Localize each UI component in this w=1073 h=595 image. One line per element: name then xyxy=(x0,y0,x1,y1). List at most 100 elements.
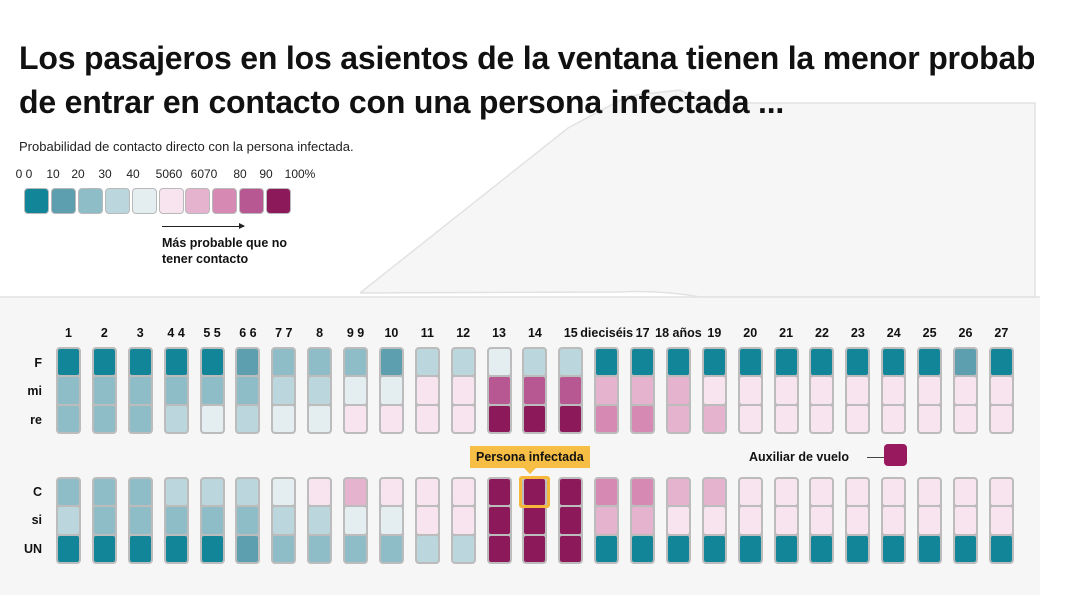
column-number: 25 xyxy=(922,326,937,340)
seat xyxy=(811,377,833,404)
seat xyxy=(990,535,1012,562)
chart-subtitle: Probabilidad de contacto directo con la … xyxy=(19,139,354,154)
seat xyxy=(416,405,438,432)
seat-column xyxy=(665,477,691,564)
seat xyxy=(380,535,402,562)
seat xyxy=(990,507,1012,534)
seat xyxy=(632,479,654,506)
seat xyxy=(165,349,187,376)
seat xyxy=(919,479,941,506)
infected-seat-highlight xyxy=(519,476,551,508)
seat xyxy=(955,349,976,376)
seat-column xyxy=(988,347,1014,434)
seat xyxy=(201,349,223,376)
seat xyxy=(739,479,761,506)
seat xyxy=(739,507,761,534)
seat xyxy=(309,377,331,404)
seat xyxy=(524,507,546,534)
seat-column xyxy=(235,477,261,564)
legend-note-line-2: tener contacto xyxy=(162,252,249,266)
seat xyxy=(237,349,259,376)
seat xyxy=(955,405,976,432)
seat-column xyxy=(809,477,835,564)
seat xyxy=(739,405,761,432)
seat xyxy=(452,479,474,506)
seat xyxy=(452,349,474,376)
column-number: 9 9 xyxy=(346,326,365,340)
seat xyxy=(560,479,582,506)
column-number: 18 años xyxy=(655,326,702,340)
seat xyxy=(955,377,976,404)
legend-color-swatch xyxy=(239,188,265,214)
seat-column xyxy=(988,477,1014,564)
seat xyxy=(129,507,151,534)
seat xyxy=(955,535,976,562)
seat-column xyxy=(56,347,81,434)
seat-column xyxy=(522,347,548,434)
legend-tick: 40 xyxy=(126,167,140,181)
seat xyxy=(990,405,1012,432)
seat xyxy=(955,479,976,506)
seat xyxy=(58,479,79,506)
row-label-bottom-1: C xyxy=(32,485,42,499)
legend-color-swatch xyxy=(212,188,238,214)
seat xyxy=(309,535,331,562)
seat xyxy=(703,405,725,432)
seat xyxy=(237,377,259,404)
crew-marker xyxy=(884,444,907,466)
seat xyxy=(416,349,438,376)
seat xyxy=(596,377,618,404)
column-number: 26 xyxy=(958,326,973,340)
headline-line-1: Los pasajeros en los asientos de la vent… xyxy=(19,40,1034,76)
seat-column xyxy=(701,347,727,434)
legend-tick: 6070 xyxy=(190,167,218,181)
seat-column xyxy=(522,477,548,564)
seat xyxy=(273,349,295,376)
seat xyxy=(273,479,295,506)
seat-column xyxy=(450,477,476,564)
seat-column xyxy=(594,477,620,564)
column-number: 14 xyxy=(527,326,542,340)
seat xyxy=(237,479,259,506)
seat-column xyxy=(307,347,333,434)
seat xyxy=(524,377,546,404)
legend-tick: 10 xyxy=(46,167,60,181)
seat-column xyxy=(199,477,225,564)
seat xyxy=(93,405,115,432)
seat xyxy=(775,405,797,432)
seat xyxy=(811,507,833,534)
column-number: 27 xyxy=(994,326,1009,340)
column-number: 4 4 xyxy=(167,326,185,340)
seat xyxy=(309,349,331,376)
seat xyxy=(273,507,295,534)
crew-connector-line xyxy=(867,457,885,458)
seat xyxy=(237,535,259,562)
seat-column xyxy=(845,477,871,564)
seat xyxy=(416,507,438,534)
legend-color-swatch xyxy=(104,188,130,214)
seat-column xyxy=(343,477,369,564)
seat xyxy=(380,479,402,506)
seat xyxy=(596,507,618,534)
column-number: 17 xyxy=(635,326,650,340)
seat xyxy=(883,479,905,506)
seat xyxy=(811,405,833,432)
seat xyxy=(524,535,546,562)
seat-column xyxy=(594,347,620,434)
column-number: 3 xyxy=(136,326,144,340)
legend-tick: 5060 xyxy=(155,167,183,181)
seat-column xyxy=(271,477,297,564)
column-number: 7 7 xyxy=(275,326,293,340)
seat-column xyxy=(307,477,333,564)
seat xyxy=(632,377,654,404)
seat xyxy=(667,349,689,376)
column-number: 5 5 xyxy=(203,326,221,340)
seat xyxy=(847,507,869,534)
seat xyxy=(488,507,510,534)
seat-column xyxy=(163,477,189,564)
seat xyxy=(919,405,941,432)
seat xyxy=(524,349,546,376)
seat xyxy=(345,535,367,562)
seat xyxy=(883,405,905,432)
seat xyxy=(703,349,725,376)
